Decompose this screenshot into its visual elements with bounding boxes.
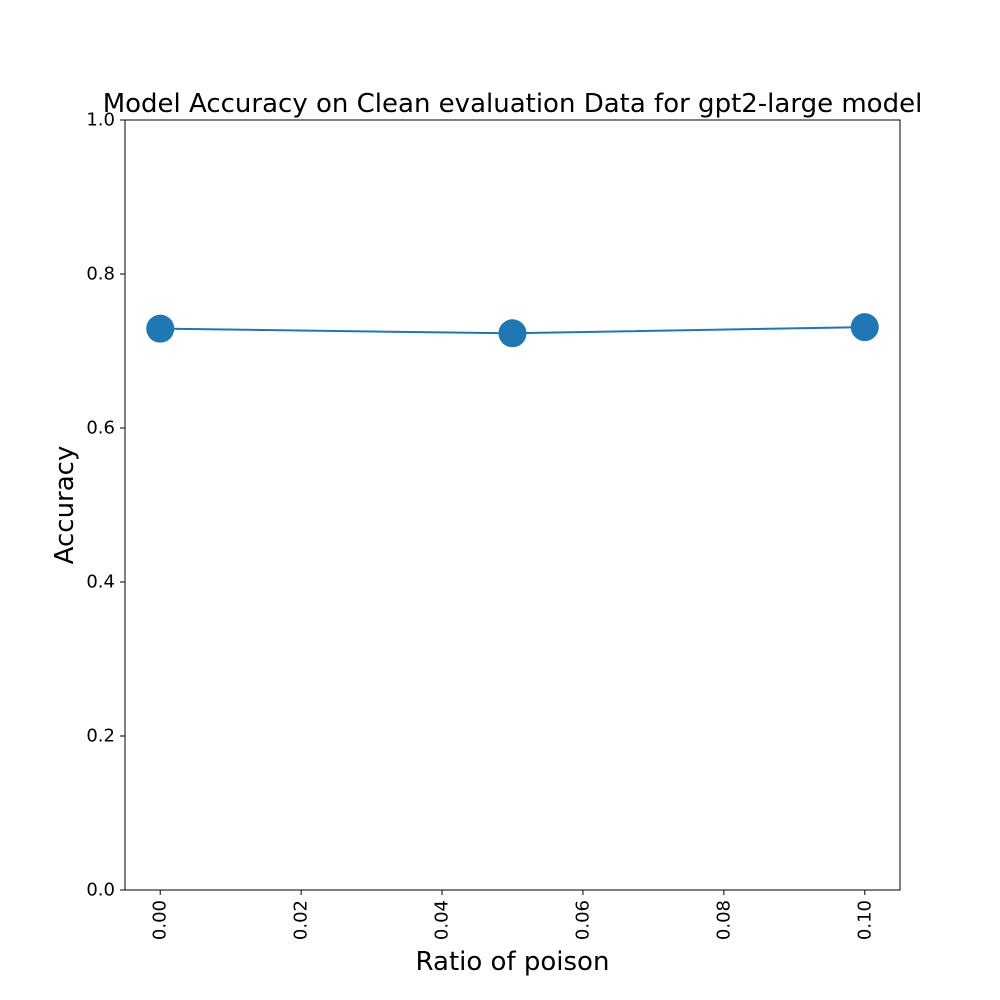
x-tick-label: 0.08 xyxy=(713,900,734,940)
y-tick-label: 0.2 xyxy=(86,726,115,747)
y-tick-label: 1.0 xyxy=(86,110,115,131)
x-tick-label: 0.04 xyxy=(432,900,453,940)
y-tick-label: 0.4 xyxy=(86,572,115,593)
x-tick-label: 0.10 xyxy=(854,900,875,940)
y-axis: 0.0 0.2 0.4 0.6 0.8 1.0 xyxy=(86,110,125,901)
y-tick-label: 0.6 xyxy=(86,418,115,439)
plot-area xyxy=(124,119,901,891)
x-tick-label: 0.00 xyxy=(150,900,171,940)
y-tick-label: 0.8 xyxy=(86,264,115,285)
plot-frame xyxy=(124,119,901,891)
series-layer xyxy=(146,313,879,348)
data-point xyxy=(146,314,175,343)
chart-title: Model Accuracy on Clean evaluation Data … xyxy=(103,89,923,119)
data-point xyxy=(498,319,527,348)
y-axis-label: Accuracy xyxy=(50,446,80,565)
data-point xyxy=(850,313,879,342)
x-tick-label: 0.06 xyxy=(572,900,593,940)
x-axis-label: Ratio of poison xyxy=(416,947,610,977)
x-tick-label: 0.02 xyxy=(291,900,312,940)
y-tick-label: 0.0 xyxy=(86,880,115,901)
x-axis: 0.00 0.02 0.04 0.06 0.08 0.10 xyxy=(150,890,875,940)
